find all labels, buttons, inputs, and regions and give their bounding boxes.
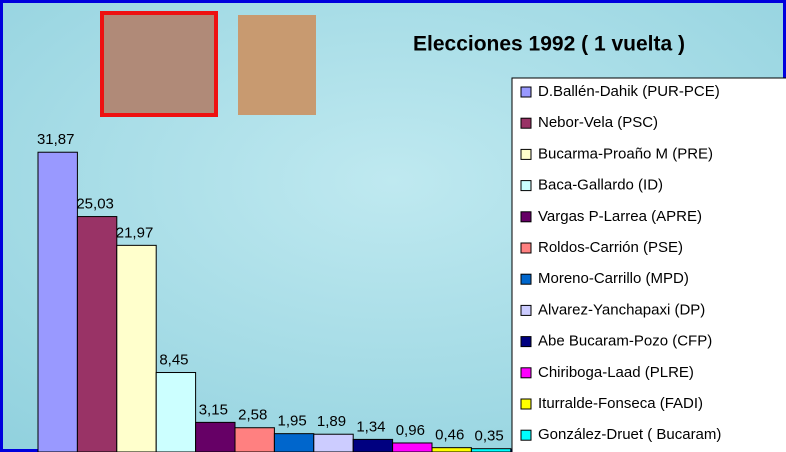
bar [234,427,275,452]
legend-label: Baca-Gallardo (ID) [538,177,663,194]
value-label: 1,89 [317,413,346,430]
bar [431,447,472,452]
legend-label: González-Druet ( Bucaram) [538,426,721,443]
legend-swatch [520,86,532,98]
value-label: 8,45 [159,351,188,368]
legend-swatch [520,211,532,223]
bar [76,216,118,452]
bar [273,433,315,452]
bar [116,244,157,452]
legend-label: Iturralde-Fonseca (FADI) [538,395,703,412]
legend-label: Roldos-Carrión (PSE) [538,239,683,256]
legend-swatch [520,367,532,379]
legend-label: Moreno-Carrillo (MPD) [538,270,689,287]
legend-swatch [520,429,532,441]
value-label: 0,46 [435,427,464,444]
value-label: 0,35 [475,428,504,445]
value-label: 1,95 [278,413,307,430]
legend-label: Bucarma-Proaño M (PRE) [538,145,713,162]
photo [100,11,218,117]
legend-swatch [520,180,532,192]
legend-swatch [520,304,532,316]
bar [195,421,236,452]
legend-swatch [520,336,532,348]
legend [511,77,786,452]
value-label: 0,96 [396,422,425,439]
legend-swatch [520,148,532,160]
value-label: 25,03 [76,196,114,213]
bar [37,151,78,452]
legend-label: Abe Bucaram-Pozo (CFP) [538,333,712,350]
chart-title: Elecciones 1992 ( 1 vuelta ) [413,33,685,56]
legend-label: Vargas P-Larrea (APRE) [538,208,702,225]
legend-label: Alvarez-Yanchapaxi (DP) [538,301,705,318]
legend-label: Nebor-Vela (PSC) [538,114,658,131]
value-label: 3,15 [199,401,228,418]
legend-swatch [520,398,532,410]
bar [313,433,354,452]
value-label: 1,34 [356,418,385,435]
value-label: 21,97 [116,224,154,241]
bar [392,442,433,452]
photo [238,15,316,115]
legend-swatch [520,242,532,254]
value-label: 2,58 [238,407,267,424]
value-label: 31,87 [37,131,75,148]
legend-swatch [520,273,532,285]
legend-swatch [520,117,532,129]
legend-label: D.Ballén-Dahik (PUR-PCE) [538,83,720,100]
bar [155,372,197,452]
bar [470,448,512,452]
bar [352,438,394,452]
legend-label: Chiriboga-Laad (PLRE) [538,364,694,381]
